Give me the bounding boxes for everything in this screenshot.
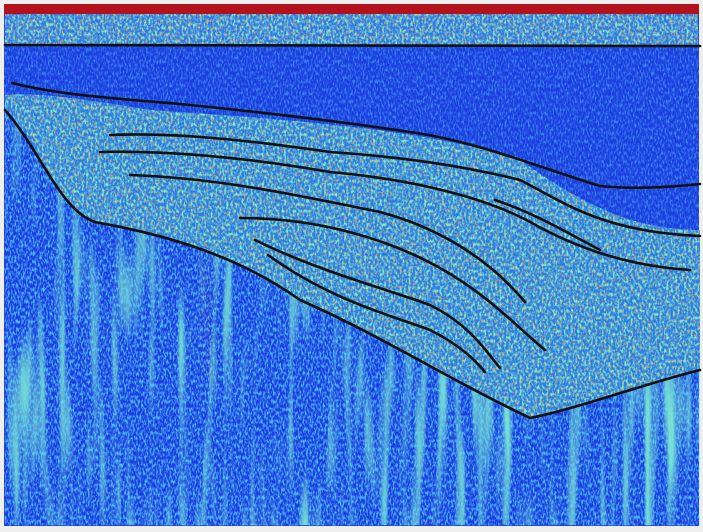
horizon-line: [128, 173, 527, 304]
horizon-line: [238, 216, 547, 352]
horizons: [3, 43, 702, 420]
horizon-line: [3, 108, 702, 420]
horizon-line: [108, 133, 702, 238]
horizon-line: [493, 198, 602, 252]
horizon-line: [3, 43, 702, 48]
horizon-line: [98, 150, 692, 272]
top-red-band: [4, 4, 699, 16]
surface-red-speckle: [5, 14, 698, 46]
horizon-line: [266, 253, 487, 374]
surface-band: [5, 14, 698, 46]
red-streak: [200, 260, 214, 380]
horizon-line: [10, 81, 702, 189]
horizon-line: [253, 238, 502, 370]
